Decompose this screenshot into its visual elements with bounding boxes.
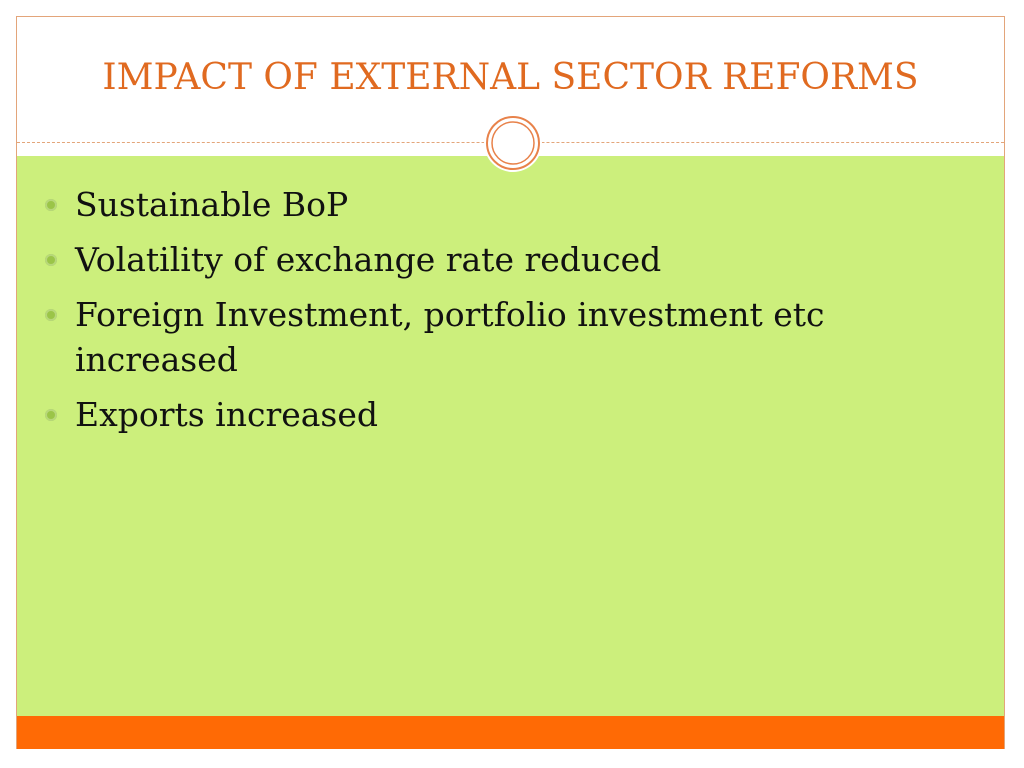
slide-title: IMPACT OF EXTERNAL SECTOR REFORMS	[102, 57, 919, 98]
round-bullet-icon	[45, 254, 57, 266]
bullet-text: Foreign Investment, portfolio investment…	[75, 295, 825, 379]
double-circle-ornament-icon	[484, 114, 542, 172]
bullet-item: Volatility of exchange rate reduced	[45, 237, 945, 282]
bullet-text: Sustainable BoP	[75, 185, 349, 224]
round-bullet-icon	[45, 409, 57, 421]
round-bullet-icon	[45, 309, 57, 321]
bullet-text: Exports increased	[75, 395, 379, 434]
bullet-text: Volatility of exchange rate reduced	[75, 240, 662, 279]
bullet-list: Sustainable BoP Volatility of exchange r…	[45, 182, 945, 447]
bullet-item: Exports increased	[45, 392, 945, 437]
slide: IMPACT OF EXTERNAL SECTOR REFORMS Sustai…	[16, 16, 1005, 749]
slide-content: Sustainable BoP Volatility of exchange r…	[17, 156, 1004, 716]
footer-bar	[17, 716, 1004, 749]
bullet-item: Foreign Investment, portfolio investment…	[45, 292, 945, 382]
round-bullet-icon	[45, 199, 57, 211]
bullet-item: Sustainable BoP	[45, 182, 945, 227]
